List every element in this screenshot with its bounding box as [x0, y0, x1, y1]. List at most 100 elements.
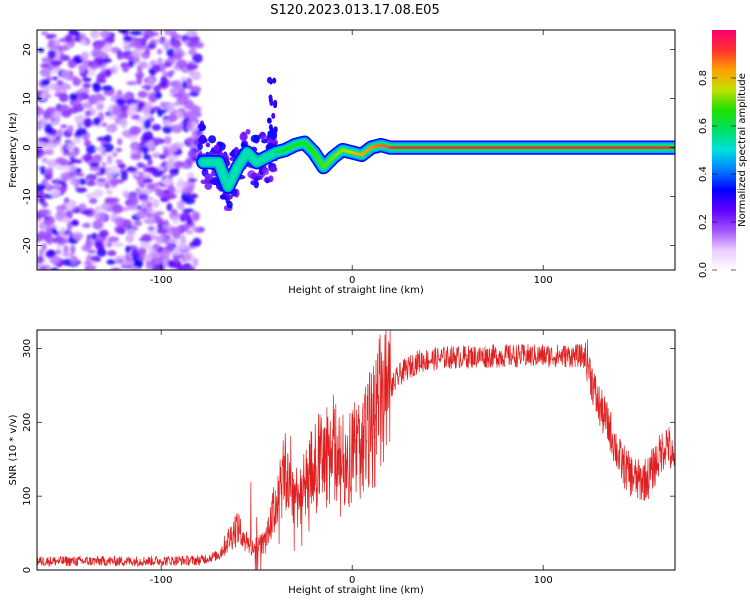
spectrogram-noise-blob	[167, 144, 178, 154]
spectrogram-noise-blob	[129, 141, 141, 151]
spectrogram-noise-blob	[52, 76, 58, 81]
spectrogram-noise-blob	[140, 188, 153, 195]
spectrogram-noise-blob	[37, 230, 47, 241]
spectrogram-noise-blob	[135, 187, 142, 196]
spectrogram-noise-blob	[154, 39, 162, 44]
spectrogram-noise-blob	[70, 220, 79, 226]
spectrogram-noise-blob	[156, 57, 163, 65]
spectrogram-noise-blob	[47, 249, 56, 258]
spectrogram-noise-blob	[132, 40, 142, 50]
spectrogram-ridge-blob	[208, 135, 217, 144]
spectrogram-ridge-blob	[260, 135, 266, 140]
snr-marks	[37, 330, 675, 570]
spectrogram-noise-blob	[126, 197, 139, 206]
spectrogram-noise-blob	[94, 44, 102, 49]
spectrogram-noise-blob	[139, 239, 151, 250]
spectrogram-noise-blob	[107, 241, 113, 248]
spectrogram-noise-blob	[52, 45, 62, 51]
spectrogram-noise-blob	[46, 226, 53, 231]
spectrogram-noise-blob	[96, 102, 105, 111]
spectrogram-noise-blob	[82, 82, 92, 89]
spectrogram-noise-blob	[162, 257, 169, 268]
spectrogram-noise-blob	[60, 124, 68, 129]
spectrogram-noise-blob	[163, 61, 173, 68]
spectrogram-noise-blob	[44, 123, 53, 134]
spectrogram-noise-blob	[168, 185, 176, 195]
spectrogram-noise-blob	[130, 153, 142, 160]
spectrogram-noise-blob	[46, 159, 57, 169]
spectrogram-noise-blob	[117, 138, 123, 146]
spectrogram-noise-blob	[143, 154, 152, 160]
spectrogram-noise-blob	[90, 49, 102, 59]
spectrogram-noise-blob	[48, 188, 61, 197]
spectrogram-noise-blob	[110, 212, 118, 221]
spectrogram-noise-blob	[93, 188, 104, 198]
spectrogram-noise-blob	[117, 30, 128, 34]
spectrogram-noise-blob	[118, 54, 128, 59]
spectrogram-noise-blob	[184, 252, 194, 262]
spectrogram-noise-blob	[93, 212, 100, 221]
spectrogram-noise-blob	[73, 137, 82, 144]
spectrogram-noise-blob	[105, 36, 115, 44]
spectrogram-noise-blob	[187, 150, 197, 158]
spectrogram-noise-blob	[152, 137, 162, 144]
x-tick-label: -100	[150, 575, 173, 586]
spectrogram-noise-blob	[192, 226, 200, 231]
spectrogram-noise-blob	[83, 261, 93, 266]
spectrogram-noise-blob	[115, 97, 127, 106]
spectrogram-ridge-blob	[271, 133, 276, 140]
spectrogram-noise-blob	[57, 128, 64, 139]
spectrogram-noise-blob	[114, 216, 125, 227]
spectrogram-noise-blob	[152, 152, 161, 159]
spectrogram-noise-blob	[78, 203, 87, 212]
spectrogram-marks	[37, 30, 675, 270]
spectrogram-noise-blob	[117, 163, 126, 169]
spectrogram-noise-blob	[73, 31, 81, 37]
spectrogram-noise-blob	[55, 157, 67, 165]
spectrogram-noise-blob	[121, 190, 129, 197]
spectrogram-noise-blob	[152, 243, 160, 251]
spectrogram-noise-blob	[37, 255, 44, 264]
spectrogram-noise-blob	[60, 183, 68, 188]
spectrogram-noise-blob	[72, 232, 84, 241]
spectrogram-noise-blob	[190, 193, 199, 199]
spectrogram-noise-blob	[164, 135, 172, 145]
y-tick-label: 200	[22, 413, 33, 432]
spectrogram-noise-blob	[37, 141, 47, 149]
spectrogram-noise-blob	[154, 211, 165, 216]
spectrogram-noise-blob	[101, 57, 112, 63]
spectrogram-ridge-blob	[267, 117, 272, 124]
spectrogram-noise-blob	[80, 52, 89, 61]
spectrogram-ridge-blob	[271, 112, 276, 119]
spectrogram-noise-blob	[41, 31, 49, 36]
spectrogram-noise-blob	[65, 202, 72, 210]
spectrogram-noise-blob	[69, 255, 79, 265]
spectrogram-noise-blob	[112, 203, 124, 214]
spectrogram-noise-blob	[55, 205, 67, 212]
spectrogram-noise-blob	[50, 69, 58, 75]
spectrogram-noise-blob	[165, 193, 177, 200]
spectrogram-noise-blob	[116, 227, 125, 234]
spectrogram-noise-blob	[163, 79, 170, 84]
spectrogram-noise-blob	[49, 83, 59, 91]
spectrogram-noise-blob	[50, 60, 63, 66]
spectrogram-noise-blob	[116, 255, 126, 260]
spectrogram-ridge-blob	[226, 200, 233, 209]
spectrogram-noise-blob	[170, 259, 182, 269]
spectrogram-noise-blob	[84, 110, 92, 117]
colorbar-bar	[712, 30, 736, 270]
spectrogram-noise	[37, 30, 205, 270]
spectrogram-noise-blob	[159, 101, 167, 108]
spectrogram-noise-blob	[177, 242, 187, 250]
spectrogram-noise-blob	[112, 151, 118, 158]
spectrogram-noise-blob	[154, 91, 162, 99]
spectrogram-ridge-blob	[272, 77, 277, 84]
snr-frame	[36, 329, 676, 571]
spectrogram-noise-blob	[63, 244, 69, 255]
spectrogram-noise-blob	[69, 93, 78, 101]
spectrogram-ridge-blob	[268, 175, 274, 183]
spectrogram-noise-blob	[101, 161, 107, 167]
spectrogram-noise-blob	[104, 69, 112, 77]
